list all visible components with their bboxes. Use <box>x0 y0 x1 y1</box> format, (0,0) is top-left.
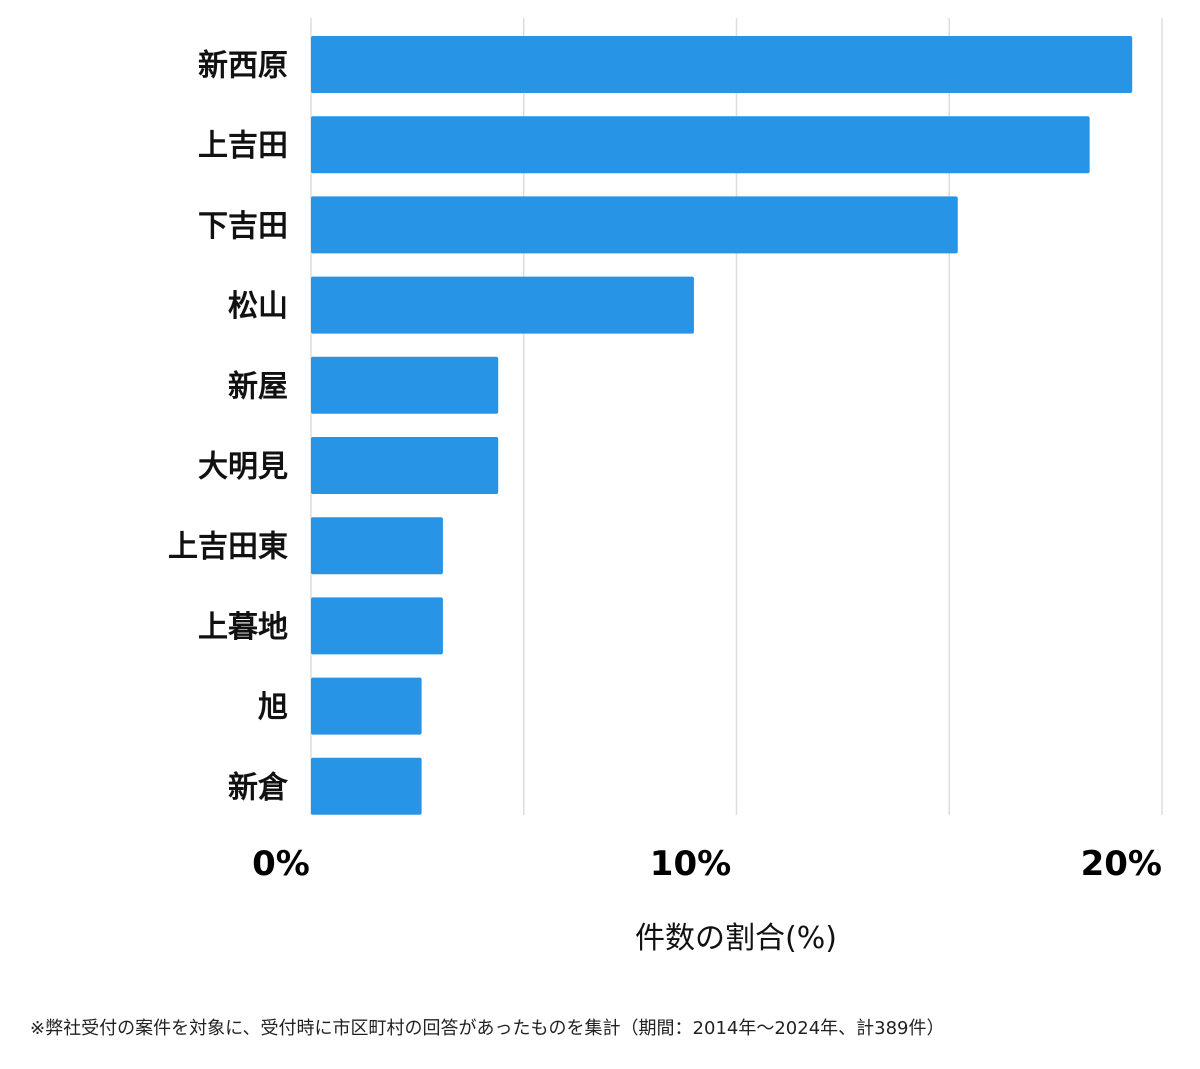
bar-8 <box>311 597 443 655</box>
bar-7 <box>311 517 443 575</box>
footnote: ※弊社受付の案件を対象に、受付時に市区町村の回答があったものを集計（期間：201… <box>30 1018 945 1039</box>
bar-3 <box>311 196 958 254</box>
category-label-5: 新屋 <box>228 369 288 404</box>
bars <box>311 36 1133 815</box>
x-tick-labels: 0% 10% 20% <box>252 844 1162 884</box>
category-label-10: 新倉 <box>228 770 289 805</box>
bar-4 <box>311 276 694 334</box>
category-label-1: 新西原 <box>198 49 288 84</box>
bar-1 <box>311 36 1133 93</box>
category-label-7: 上吉田東 <box>168 530 288 565</box>
bar-9 <box>311 677 422 735</box>
bar-2 <box>311 116 1090 174</box>
category-label-6: 大明見 <box>198 450 288 485</box>
x-tick-label-10: 10% <box>650 844 731 884</box>
category-label-9: 旭 <box>258 690 288 725</box>
x-tick-label-0: 0% <box>252 844 310 884</box>
category-label-3: 下吉田 <box>198 209 288 244</box>
category-label-8: 上暮地 <box>198 610 288 645</box>
x-axis-title: 件数の割合(%) <box>635 921 837 956</box>
bar-6 <box>311 437 499 494</box>
category-label-4: 松山 <box>228 289 288 324</box>
bar-5 <box>311 356 499 414</box>
bar-10 <box>311 757 422 815</box>
category-label-2: 上吉田 <box>198 129 288 164</box>
x-tick-label-20: 20% <box>1081 844 1162 884</box>
